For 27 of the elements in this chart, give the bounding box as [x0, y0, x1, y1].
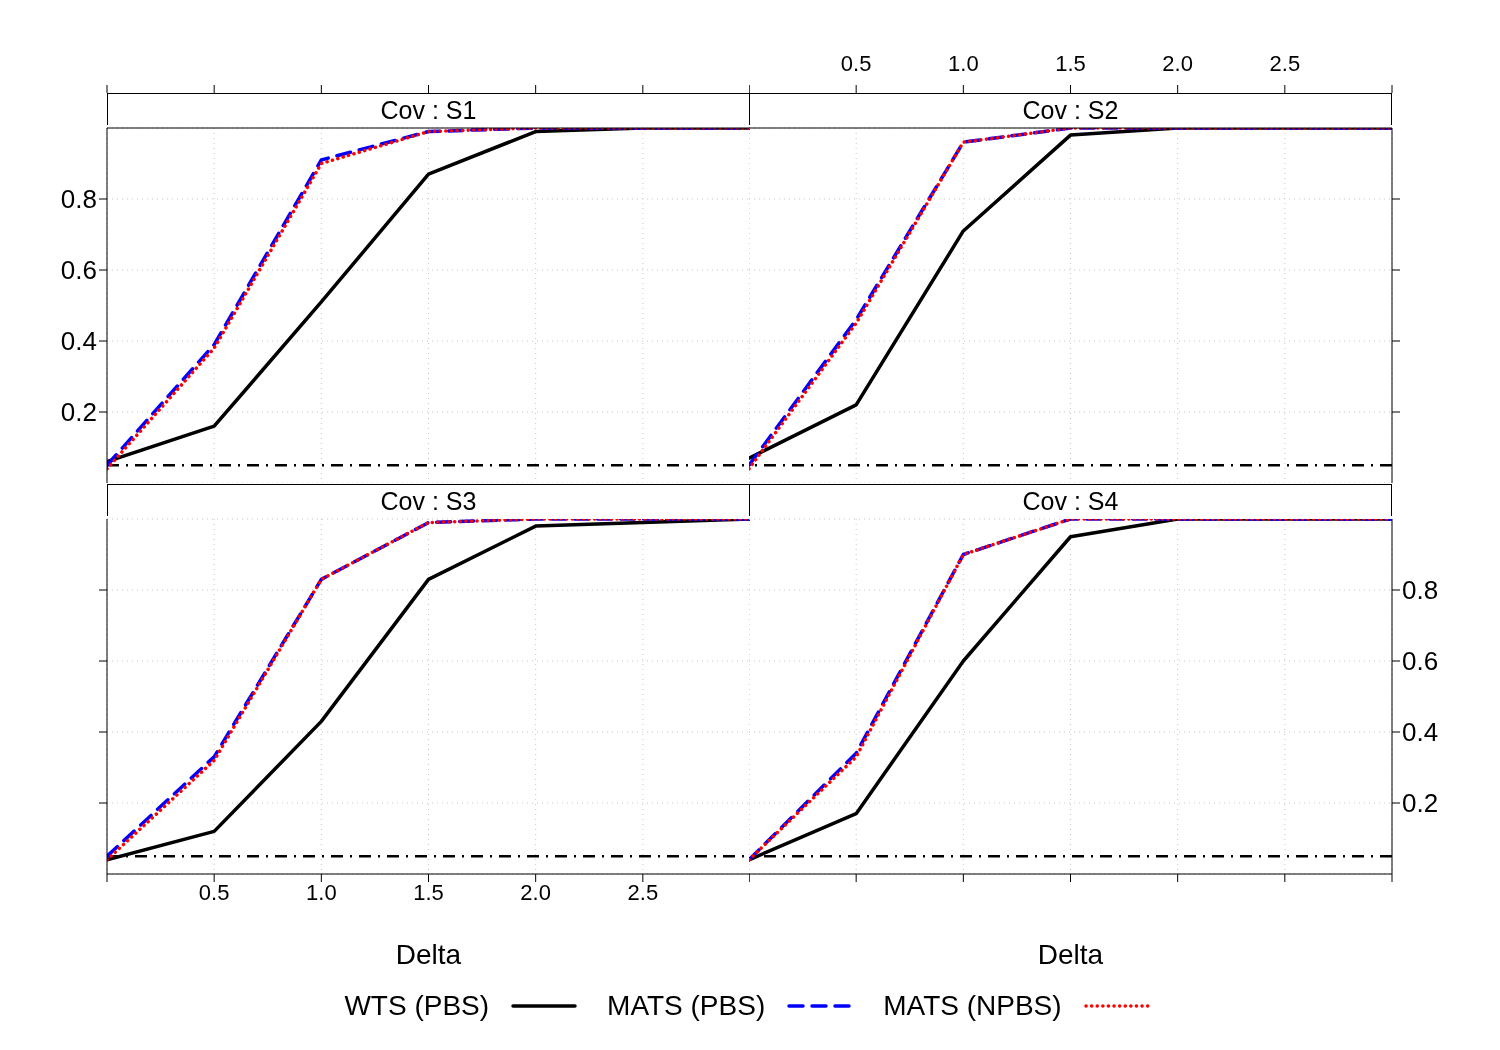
x-axis-title: Delta — [1037, 939, 1104, 970]
chart-title: Cov : S3 — [107, 484, 750, 516]
y-tick-label: 0.8 — [60, 184, 97, 215]
x-tick-label: 1.0 — [948, 51, 979, 76]
chart-title: Cov : S4 — [749, 484, 1392, 516]
y-tick-label: 0.8 — [1402, 575, 1439, 606]
x-tick-label: 2.5 — [627, 879, 659, 905]
y-tick-label: 0.2 — [60, 397, 97, 428]
y-tick-label: 0.6 — [60, 255, 97, 286]
x-tick-label: 0.5 — [198, 879, 230, 905]
chart-title: Cov : S2 — [749, 93, 1392, 125]
y-tick-label: 0.4 — [60, 326, 97, 357]
x-axis-title: Delta — [395, 939, 462, 970]
x-tick-label: 2.0 — [520, 879, 551, 905]
chart-title: Cov : S1 — [107, 93, 750, 125]
legend-label: MATS (NPBS) — [883, 990, 1062, 1022]
y-tick-label: 0.2 — [1402, 788, 1439, 819]
y-tick-label: 0.4 — [1402, 717, 1439, 748]
x-tick-label: 1.5 — [413, 879, 444, 905]
x-tick-label: 2.0 — [1162, 51, 1193, 76]
legend-label: MATS (PBS) — [607, 990, 766, 1022]
x-tick-label: 2.5 — [1269, 51, 1301, 76]
x-tick-label: 1.0 — [306, 879, 337, 905]
x-tick-label: 0.5 — [840, 51, 872, 76]
x-tick-label: 1.5 — [1055, 51, 1086, 76]
y-tick-label: 0.6 — [1402, 646, 1439, 677]
legend-label: WTS (PBS) — [344, 990, 490, 1022]
